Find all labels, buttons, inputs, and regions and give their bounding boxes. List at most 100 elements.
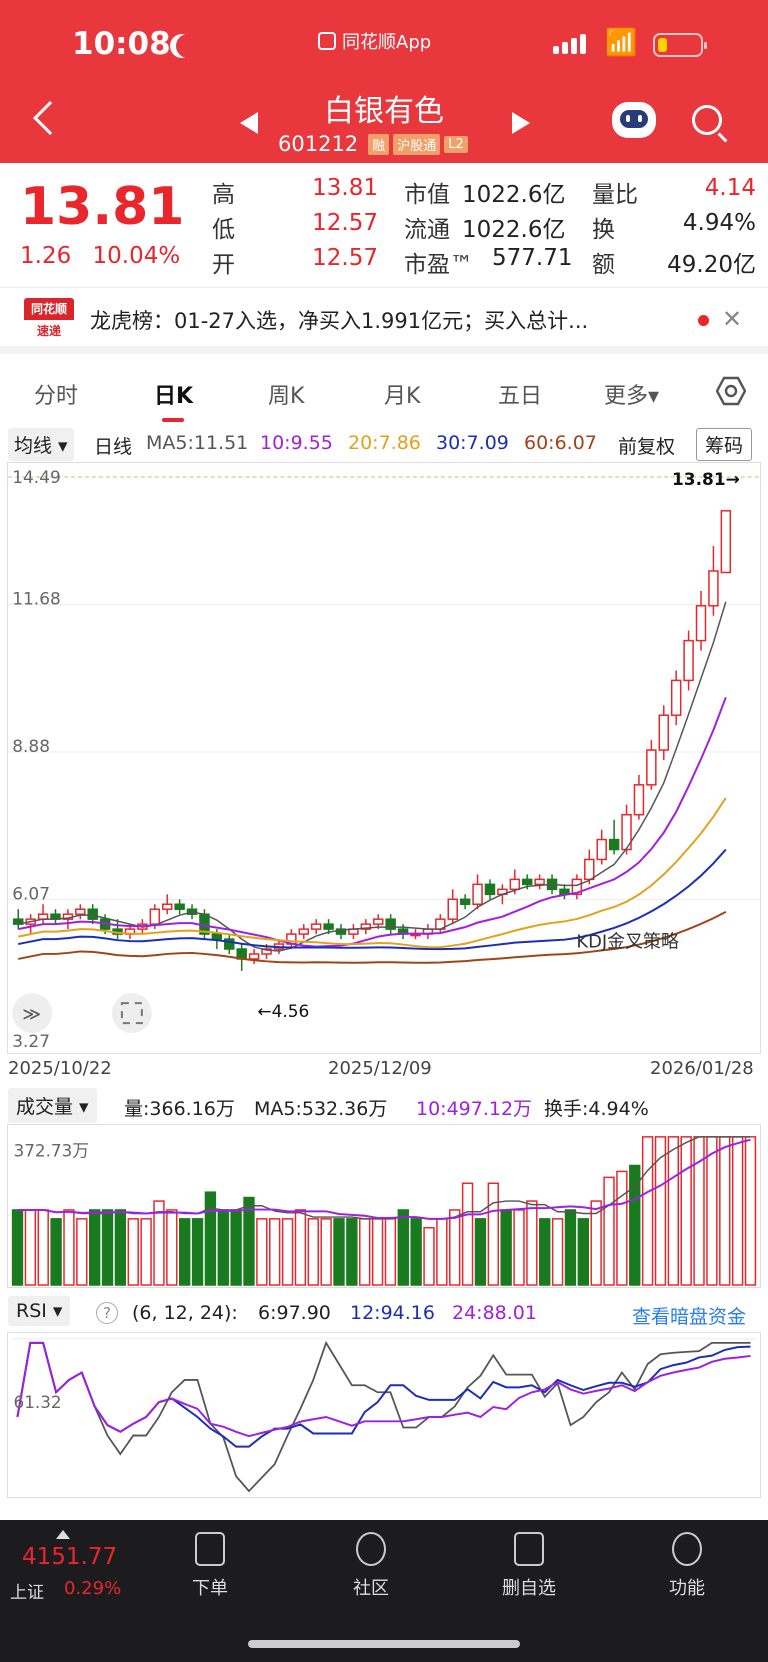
prev-stock-button[interactable] bbox=[240, 112, 258, 134]
news-logo-bottom: 速递 bbox=[24, 320, 74, 342]
tab-more[interactable]: 更多▾ bbox=[604, 384, 660, 409]
help-icon[interactable]: ? bbox=[96, 1302, 118, 1324]
index-percent: 0.29% bbox=[64, 1578, 122, 1599]
volume-bar bbox=[307, 1218, 319, 1286]
volume-bar bbox=[37, 1209, 49, 1286]
date-start: 2025/10/22 bbox=[8, 1058, 112, 1079]
ma30-value: 30:7.09 bbox=[436, 432, 509, 454]
volume-bar bbox=[436, 1218, 448, 1286]
volume-bar bbox=[281, 1218, 294, 1286]
change-percent: 10.04% bbox=[92, 243, 181, 269]
period-tabs: 分时 日K 周K 月K 五日 更多▾ bbox=[0, 362, 768, 422]
volume-bar bbox=[500, 1209, 512, 1286]
volume-bar bbox=[76, 1218, 88, 1286]
candlestick-chart[interactable]: 14.49 11.68 8.88 6.07 3.27 13.81→ ←4.56 … bbox=[7, 462, 761, 1054]
news-banner[interactable]: 同花顺 速递 龙虎榜：01-27入选，净买入1.991亿元；买入总计... bbox=[0, 288, 768, 354]
nav-community[interactable]: 社区 bbox=[316, 1532, 426, 1600]
volume-bar bbox=[461, 1182, 474, 1286]
volume-chart[interactable]: 372.73万 bbox=[7, 1124, 761, 1288]
volume-bar bbox=[551, 1218, 564, 1286]
candle bbox=[646, 749, 657, 786]
home-indicator bbox=[248, 1640, 520, 1648]
news-logo-top: 同花顺 bbox=[30, 302, 67, 316]
candle bbox=[708, 570, 719, 607]
index-value[interactable]: 4151.77 bbox=[22, 1544, 118, 1570]
rsi-legend: RSI ▾ ? (6, 12, 24): 6:97.90 12:94.16 24… bbox=[8, 1296, 764, 1330]
tab-monthly[interactable]: 月K bbox=[384, 384, 421, 409]
volume-bar bbox=[513, 1209, 525, 1286]
expand-left-button[interactable] bbox=[12, 993, 53, 1034]
rsi6-line bbox=[16, 1340, 751, 1493]
active-tab-indicator bbox=[162, 418, 184, 422]
tab-daily[interactable]: 日K bbox=[154, 384, 194, 409]
double-chevron-icon: ≫ bbox=[22, 1004, 41, 1025]
volume-bar bbox=[50, 1218, 62, 1286]
candle bbox=[149, 908, 161, 925]
value-pe: 577.71 bbox=[492, 245, 573, 271]
last-price: 13.81 bbox=[20, 177, 185, 237]
nav-order[interactable]: 下单 bbox=[155, 1532, 265, 1600]
volume-bar bbox=[423, 1226, 435, 1286]
volume-bar bbox=[667, 1136, 680, 1286]
change-value: 1.26 bbox=[20, 243, 72, 269]
candle bbox=[373, 918, 384, 925]
volume-bar bbox=[629, 1164, 641, 1286]
candle bbox=[87, 908, 98, 920]
chart-grid bbox=[8, 604, 760, 901]
candle bbox=[670, 679, 682, 716]
nav-remove-label: 删自选 bbox=[502, 1578, 556, 1599]
nav-remove-watchlist[interactable]: 删自选 bbox=[474, 1532, 584, 1600]
label-open: 开 bbox=[212, 252, 235, 278]
candle bbox=[310, 923, 322, 930]
nav-community-label: 社区 bbox=[353, 1578, 389, 1599]
candle bbox=[75, 908, 86, 915]
index-name: 上证 bbox=[10, 1583, 44, 1603]
candle bbox=[248, 953, 260, 960]
rsi-chart[interactable]: 61.32 bbox=[7, 1332, 761, 1498]
index-expand-icon[interactable] bbox=[56, 1530, 70, 1539]
chip-button[interactable]: 筹码 bbox=[696, 428, 753, 461]
adjust-button[interactable]: 前复权 bbox=[618, 436, 676, 458]
tab-weekly[interactable]: 周K bbox=[268, 384, 305, 409]
ma-selector-button[interactable]: 均线 ▾ bbox=[8, 428, 74, 461]
strategy-label: KDJ金叉策略 bbox=[576, 931, 679, 952]
volume-bar bbox=[577, 1218, 589, 1286]
label-pe: 市盈™ bbox=[404, 252, 473, 278]
minus-box-icon bbox=[514, 1532, 544, 1566]
label-volratio: 量比 bbox=[592, 182, 638, 208]
value-turnover: 4.94% bbox=[682, 210, 756, 236]
volume-bar bbox=[397, 1209, 409, 1286]
dark-pool-link[interactable]: 查看暗盘资金 bbox=[632, 1306, 747, 1328]
signal-icon bbox=[553, 34, 586, 54]
tab-intraday[interactable]: 分时 bbox=[34, 384, 79, 409]
fullscreen-button[interactable] bbox=[111, 993, 152, 1034]
candle bbox=[224, 938, 235, 950]
ma30-line bbox=[18, 848, 727, 951]
ma-legend: 均线 ▾ 日线 MA5:11.51 10:9.55 20:7.86 30:7.0… bbox=[8, 428, 764, 461]
nav-functions[interactable]: 功能 bbox=[632, 1532, 742, 1600]
volume-bar bbox=[333, 1218, 345, 1286]
value-open: 12.57 bbox=[312, 245, 378, 271]
tab-five-day[interactable]: 五日 bbox=[498, 384, 543, 409]
settings-hex-icon[interactable] bbox=[716, 376, 746, 406]
search-icon[interactable] bbox=[692, 105, 722, 135]
next-stock-button[interactable] bbox=[512, 112, 530, 134]
volume-bar bbox=[204, 1191, 217, 1286]
app-logo-icon bbox=[318, 32, 336, 50]
rsi-selector-button[interactable]: RSI ▾ bbox=[8, 1296, 71, 1326]
robot-assistant-icon[interactable] bbox=[612, 102, 656, 138]
volume-bar bbox=[269, 1218, 281, 1286]
volume-bar bbox=[179, 1218, 191, 1286]
candle bbox=[571, 878, 583, 896]
rsi12-line bbox=[16, 1341, 751, 1448]
news-text[interactable]: 龙虎榜：01-27入选，净买入1.991亿元；买入总计... bbox=[90, 309, 589, 333]
volume-selector-button[interactable]: 成交量 ▾ bbox=[8, 1088, 97, 1123]
candle bbox=[261, 948, 272, 955]
nav-functions-label: 功能 bbox=[669, 1578, 705, 1599]
unread-dot-icon bbox=[698, 315, 709, 326]
candle bbox=[695, 605, 707, 642]
price-change: 1.26 10.04% bbox=[20, 243, 180, 269]
tag-margin: 融 bbox=[368, 133, 390, 155]
close-icon[interactable]: ✕ bbox=[722, 305, 743, 333]
stock-code-row: 601212 融 沪股通 L2 bbox=[278, 132, 468, 156]
